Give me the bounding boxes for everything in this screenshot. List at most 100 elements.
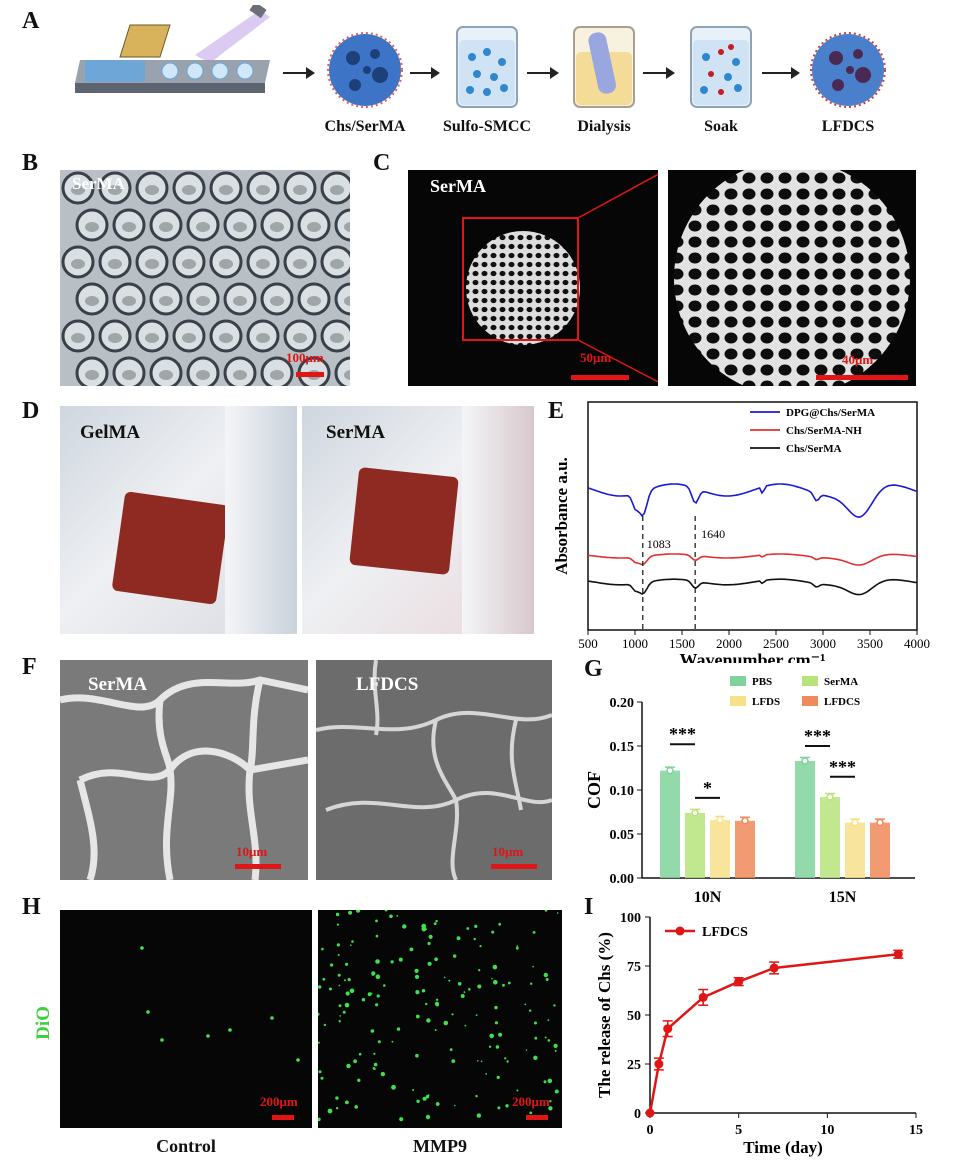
beaker-soak-illustration — [690, 26, 752, 108]
panel-b-label: SerMA — [72, 174, 125, 193]
x-tick-label: 15 — [909, 1123, 923, 1138]
panel-letter-f: F — [22, 654, 37, 680]
legend-swatch — [802, 676, 818, 686]
fluorescent-dot — [375, 919, 378, 923]
fluorescent-dot — [338, 1004, 342, 1008]
legend-label: DPG@Chs/SerMA — [786, 407, 875, 419]
fluorescent-dot — [414, 968, 419, 973]
microsphere-core — [108, 333, 122, 343]
panel-f-left-label: SerMA — [88, 674, 148, 695]
fluorescent-dot — [464, 1024, 467, 1027]
fluorescent-dot — [502, 983, 505, 987]
microsphere-core — [270, 296, 284, 306]
bar — [685, 812, 705, 878]
data-point — [826, 793, 834, 801]
fluorescent-dot — [516, 945, 519, 947]
panel-h-left-caption: Control — [156, 1136, 216, 1156]
fluorescent-dot — [460, 994, 465, 998]
y-axis-label: COF — [584, 771, 604, 809]
microsphere-core — [233, 296, 247, 306]
x-axis-label: Wavenumber cm⁻¹ — [679, 650, 825, 663]
fluorescent-dot — [346, 1063, 351, 1069]
fluorescent-dot — [457, 982, 462, 986]
legend-label: LFDCS — [702, 925, 748, 940]
fluorescent-dot — [451, 1059, 456, 1063]
x-tick-label: 1500 — [669, 636, 695, 651]
fluorescent-dot — [344, 1002, 350, 1008]
x-tick-label: 1000 — [622, 636, 648, 651]
sem-pore-walls-serma — [60, 676, 308, 880]
fluorescent-dot — [380, 1071, 386, 1077]
microsphere-core — [219, 259, 233, 269]
fluorescent-dot — [375, 959, 380, 964]
x-tick-label: 5 — [735, 1123, 742, 1138]
legend-marker — [675, 926, 685, 936]
step-label-sulfo-smcc: Sulfo-SMCC — [442, 118, 531, 135]
fluorescent-dot — [530, 982, 533, 985]
fluorescent-dot — [449, 1048, 453, 1051]
legend-swatch — [730, 676, 746, 686]
fluorescent-dot — [414, 974, 420, 979]
panel-f-scale-left-bar — [235, 864, 281, 869]
fluorescent-dot — [354, 1105, 358, 1109]
fluorescent-dot — [318, 1012, 320, 1016]
fluorescent-dot — [425, 1002, 428, 1006]
microsphere-core — [270, 370, 284, 380]
fluorescent-dot — [466, 927, 470, 930]
bar — [845, 822, 865, 878]
microsphere-core — [108, 259, 122, 269]
fluorescent-dot — [434, 957, 438, 961]
y-tick-label: 0 — [634, 1107, 641, 1122]
arrow-3 — [527, 67, 559, 79]
legend-label: LFDCS — [824, 696, 860, 708]
fluorescent-dot — [338, 1020, 341, 1023]
fluorescent-dot — [270, 1016, 274, 1020]
data-point — [801, 757, 809, 765]
fluorescent-dot — [337, 954, 340, 956]
microsphere-core — [307, 222, 321, 232]
fluorescent-dot — [547, 1039, 551, 1042]
fluorescent-dot — [348, 910, 353, 915]
fluorescent-dot — [505, 1104, 509, 1108]
fluorescent-dot — [344, 979, 346, 982]
fluorescent-dot — [425, 1114, 431, 1120]
microsphere-core — [85, 296, 99, 306]
panel-d-photo-gelma: GelMA — [60, 406, 297, 634]
y-tick-label: 0.15 — [610, 740, 635, 755]
sem-pore-walls-lfdcs — [316, 660, 552, 880]
fluorescent-dot — [532, 965, 534, 968]
data-point — [741, 817, 749, 825]
x-tick-label: 0 — [647, 1123, 654, 1138]
fluorescent-dot — [416, 1099, 420, 1103]
fluorescent-dot — [427, 961, 432, 966]
data-point — [666, 766, 674, 775]
panel-letter-e: E — [548, 398, 565, 424]
spectrum-line-2 — [587, 553, 918, 566]
microsphere-core — [233, 222, 247, 232]
fluorescent-dot — [358, 1052, 362, 1056]
microsphere-core — [108, 185, 122, 195]
panel-letter-h: H — [22, 894, 41, 920]
fluorescent-dot — [421, 923, 427, 929]
fluorescent-dot — [345, 962, 349, 966]
step-label-dialysis: Dialysis — [577, 118, 631, 135]
microsphere-core — [182, 185, 196, 195]
fluorescent-dot — [525, 1049, 528, 1051]
fluorescent-dot — [428, 934, 433, 939]
fluorescent-dot — [544, 910, 548, 912]
fluorescent-dot — [489, 1033, 494, 1039]
fluorescent-dot — [453, 954, 457, 958]
data-point — [663, 1024, 673, 1034]
panel-h-scale-left-text: 200μm — [260, 1094, 298, 1109]
microsphere-core — [182, 333, 196, 343]
fluorescent-dot — [468, 988, 471, 991]
fluorescent-dot — [323, 1023, 327, 1027]
step-label-lfdcs: LFDCS — [821, 118, 875, 135]
panel-f-sem-lfdcs: LFDCS 10μm — [316, 660, 552, 880]
fluorescence-dots-control — [140, 946, 300, 1062]
fluorescent-dot — [479, 945, 482, 948]
annotation-label: 1083 — [647, 537, 671, 551]
fluorescent-dot — [327, 1108, 333, 1114]
panel-c-label: SerMA — [430, 176, 486, 196]
fluorescent-dot — [398, 957, 403, 962]
